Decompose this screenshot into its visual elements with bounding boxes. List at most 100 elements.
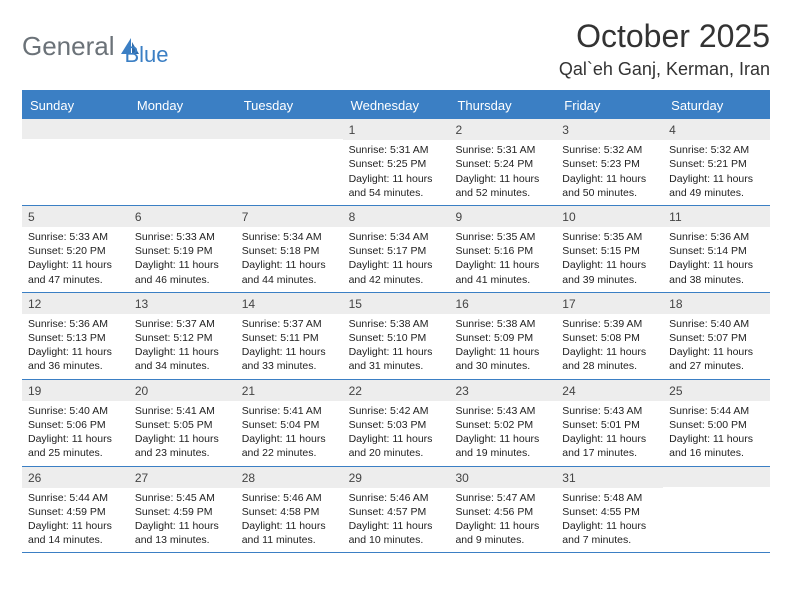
daylight-text: Daylight: 11 hours and 42 minutes.: [349, 258, 444, 286]
sunrise-text: Sunrise: 5:32 AM: [562, 143, 657, 157]
day-cell: 13Sunrise: 5:37 AMSunset: 5:12 PMDayligh…: [129, 293, 236, 379]
daylight-text: Daylight: 11 hours and 33 minutes.: [242, 345, 337, 373]
day-cell: 2Sunrise: 5:31 AMSunset: 5:24 PMDaylight…: [449, 119, 556, 205]
day-cell: [236, 119, 343, 205]
daylight-text: Daylight: 11 hours and 19 minutes.: [455, 432, 550, 460]
day-body: Sunrise: 5:35 AMSunset: 5:15 PMDaylight:…: [556, 227, 663, 292]
week-row: 1Sunrise: 5:31 AMSunset: 5:25 PMDaylight…: [22, 119, 770, 206]
day-cell: 23Sunrise: 5:43 AMSunset: 5:02 PMDayligh…: [449, 380, 556, 466]
day-cell: [22, 119, 129, 205]
week-row: 26Sunrise: 5:44 AMSunset: 4:59 PMDayligh…: [22, 467, 770, 554]
day-cell: 28Sunrise: 5:46 AMSunset: 4:58 PMDayligh…: [236, 467, 343, 553]
daylight-text: Daylight: 11 hours and 22 minutes.: [242, 432, 337, 460]
sunrise-text: Sunrise: 5:42 AM: [349, 404, 444, 418]
sunrise-text: Sunrise: 5:36 AM: [669, 230, 764, 244]
day-header-cell: Tuesday: [236, 92, 343, 119]
day-body: Sunrise: 5:41 AMSunset: 5:05 PMDaylight:…: [129, 401, 236, 466]
day-cell: 25Sunrise: 5:44 AMSunset: 5:00 PMDayligh…: [663, 380, 770, 466]
day-cell: 4Sunrise: 5:32 AMSunset: 5:21 PMDaylight…: [663, 119, 770, 205]
sunrise-text: Sunrise: 5:36 AM: [28, 317, 123, 331]
sunrise-text: Sunrise: 5:37 AM: [135, 317, 230, 331]
day-number: 13: [129, 293, 236, 314]
day-number: 27: [129, 467, 236, 488]
sunrise-text: Sunrise: 5:35 AM: [562, 230, 657, 244]
day-header-cell: Wednesday: [343, 92, 450, 119]
day-cell: 6Sunrise: 5:33 AMSunset: 5:19 PMDaylight…: [129, 206, 236, 292]
page-title: October 2025: [559, 18, 770, 55]
day-header-cell: Thursday: [449, 92, 556, 119]
day-number: 14: [236, 293, 343, 314]
sunset-text: Sunset: 5:08 PM: [562, 331, 657, 345]
daylight-text: Daylight: 11 hours and 46 minutes.: [135, 258, 230, 286]
sunset-text: Sunset: 5:03 PM: [349, 418, 444, 432]
sunset-text: Sunset: 4:59 PM: [28, 505, 123, 519]
sunset-text: Sunset: 5:18 PM: [242, 244, 337, 258]
day-cell: 29Sunrise: 5:46 AMSunset: 4:57 PMDayligh…: [343, 467, 450, 553]
sunset-text: Sunset: 5:19 PM: [135, 244, 230, 258]
sunrise-text: Sunrise: 5:44 AM: [28, 491, 123, 505]
daylight-text: Daylight: 11 hours and 47 minutes.: [28, 258, 123, 286]
sunrise-text: Sunrise: 5:32 AM: [669, 143, 764, 157]
sunset-text: Sunset: 5:05 PM: [135, 418, 230, 432]
day-number: 30: [449, 467, 556, 488]
day-cell: 27Sunrise: 5:45 AMSunset: 4:59 PMDayligh…: [129, 467, 236, 553]
day-number: 6: [129, 206, 236, 227]
day-cell: 15Sunrise: 5:38 AMSunset: 5:10 PMDayligh…: [343, 293, 450, 379]
day-number: 25: [663, 380, 770, 401]
daylight-text: Daylight: 11 hours and 20 minutes.: [349, 432, 444, 460]
day-body: [663, 487, 770, 547]
day-number: 31: [556, 467, 663, 488]
sunrise-text: Sunrise: 5:45 AM: [135, 491, 230, 505]
daylight-text: Daylight: 11 hours and 13 minutes.: [135, 519, 230, 547]
daylight-text: Daylight: 11 hours and 16 minutes.: [669, 432, 764, 460]
sunset-text: Sunset: 5:12 PM: [135, 331, 230, 345]
daylight-text: Daylight: 11 hours and 10 minutes.: [349, 519, 444, 547]
day-cell: 17Sunrise: 5:39 AMSunset: 5:08 PMDayligh…: [556, 293, 663, 379]
day-number: 10: [556, 206, 663, 227]
day-body: [236, 139, 343, 199]
sunset-text: Sunset: 5:23 PM: [562, 157, 657, 171]
day-cell: 3Sunrise: 5:32 AMSunset: 5:23 PMDaylight…: [556, 119, 663, 205]
sunrise-text: Sunrise: 5:38 AM: [349, 317, 444, 331]
day-number: 29: [343, 467, 450, 488]
day-cell: 21Sunrise: 5:41 AMSunset: 5:04 PMDayligh…: [236, 380, 343, 466]
day-number: 11: [663, 206, 770, 227]
day-cell: 11Sunrise: 5:36 AMSunset: 5:14 PMDayligh…: [663, 206, 770, 292]
sunrise-text: Sunrise: 5:38 AM: [455, 317, 550, 331]
sunrise-text: Sunrise: 5:43 AM: [562, 404, 657, 418]
day-header-cell: Monday: [129, 92, 236, 119]
daylight-text: Daylight: 11 hours and 9 minutes.: [455, 519, 550, 547]
day-cell: [663, 467, 770, 553]
daylight-text: Daylight: 11 hours and 49 minutes.: [669, 172, 764, 200]
day-header-cell: Friday: [556, 92, 663, 119]
day-cell: 22Sunrise: 5:42 AMSunset: 5:03 PMDayligh…: [343, 380, 450, 466]
day-body: Sunrise: 5:44 AMSunset: 5:00 PMDaylight:…: [663, 401, 770, 466]
day-number: 4: [663, 119, 770, 140]
day-body: Sunrise: 5:42 AMSunset: 5:03 PMDaylight:…: [343, 401, 450, 466]
day-cell: [129, 119, 236, 205]
day-body: Sunrise: 5:43 AMSunset: 5:02 PMDaylight:…: [449, 401, 556, 466]
day-number: 26: [22, 467, 129, 488]
day-number: 1: [343, 119, 450, 140]
day-body: Sunrise: 5:35 AMSunset: 5:16 PMDaylight:…: [449, 227, 556, 292]
day-number: [129, 119, 236, 139]
day-number: [236, 119, 343, 139]
day-body: Sunrise: 5:48 AMSunset: 4:55 PMDaylight:…: [556, 488, 663, 553]
day-number: 17: [556, 293, 663, 314]
sunrise-text: Sunrise: 5:41 AM: [242, 404, 337, 418]
day-body: Sunrise: 5:31 AMSunset: 5:24 PMDaylight:…: [449, 140, 556, 205]
sunset-text: Sunset: 5:25 PM: [349, 157, 444, 171]
daylight-text: Daylight: 11 hours and 17 minutes.: [562, 432, 657, 460]
sunset-text: Sunset: 5:20 PM: [28, 244, 123, 258]
day-cell: 9Sunrise: 5:35 AMSunset: 5:16 PMDaylight…: [449, 206, 556, 292]
day-body: Sunrise: 5:33 AMSunset: 5:19 PMDaylight:…: [129, 227, 236, 292]
sunset-text: Sunset: 5:09 PM: [455, 331, 550, 345]
day-number: 19: [22, 380, 129, 401]
day-number: 28: [236, 467, 343, 488]
sunset-text: Sunset: 5:14 PM: [669, 244, 764, 258]
day-body: [22, 139, 129, 199]
day-body: Sunrise: 5:36 AMSunset: 5:14 PMDaylight:…: [663, 227, 770, 292]
day-number: 23: [449, 380, 556, 401]
day-body: Sunrise: 5:44 AMSunset: 4:59 PMDaylight:…: [22, 488, 129, 553]
sunrise-text: Sunrise: 5:46 AM: [349, 491, 444, 505]
